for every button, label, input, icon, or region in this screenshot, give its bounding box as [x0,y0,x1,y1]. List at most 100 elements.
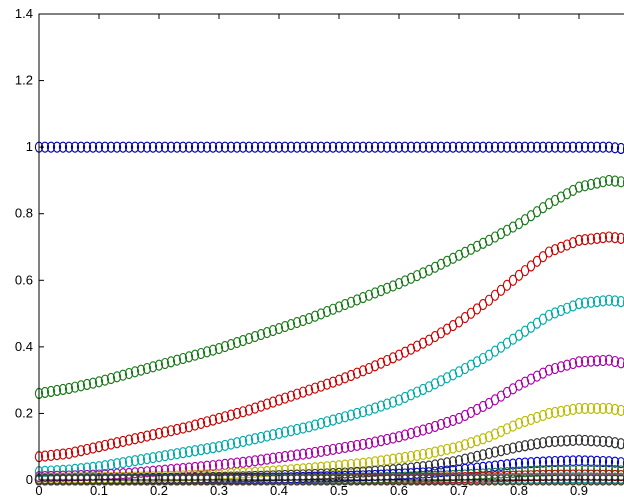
data-point [352,458,362,470]
data-point [526,439,536,451]
data-point [466,406,476,418]
tick-layer [38,13,580,481]
data-point [70,141,80,153]
data-point [574,455,584,467]
y-tick-label: 0.8 [15,206,33,221]
data-point [370,402,380,414]
data-point [592,177,602,189]
data-point [556,241,566,253]
data-point [508,442,518,454]
data-point [256,454,266,466]
data-point [580,455,590,467]
data-point [442,372,452,384]
data-point [448,456,458,468]
data-point [292,423,302,435]
data-point [622,440,624,449]
data-point [580,297,590,309]
y-tick-label: 0 [26,472,33,487]
data-point [394,141,404,153]
data-point [520,141,530,153]
data-point [94,461,104,473]
series-1 [34,174,624,400]
data-point [466,141,476,153]
data-point [376,141,386,153]
data-point [532,411,542,423]
data-point [514,379,524,391]
data-point [124,456,134,468]
data-point [598,354,608,367]
data-point [364,437,374,449]
data-point [436,258,446,270]
data-point [268,396,278,408]
data-point [190,419,200,431]
data-point [358,141,368,153]
data-point [130,141,140,153]
data-point [520,440,530,452]
data-point [544,309,554,321]
data-point [472,403,482,415]
data-point [466,452,476,464]
data-point [598,295,608,307]
data-point [514,441,524,453]
data-point [124,141,134,153]
data-point [574,402,584,414]
data-point [190,349,200,361]
data-point [496,425,506,437]
data-point [460,409,470,421]
data-point [556,455,566,467]
data-point [58,448,68,460]
x-tick-label: 0.6 [390,483,408,498]
data-point [568,455,578,467]
data-point [286,319,296,331]
data-point [268,141,278,153]
data-point [130,433,140,445]
data-point [556,141,566,153]
data-point [292,317,302,329]
data-point [550,244,560,256]
data-point [586,455,596,467]
data-point [82,378,92,391]
data-point [64,141,74,153]
data-point [502,141,512,153]
data-point [328,443,338,455]
data-point [622,178,624,187]
data-point [616,176,624,188]
data-point [112,371,122,383]
data-point [610,403,620,415]
data-point [202,141,212,153]
data-point [166,425,176,437]
data-point [346,409,356,421]
data-point [142,141,152,153]
data-point [160,450,170,462]
data-point [52,449,62,461]
data-point [412,340,422,352]
data-point [532,141,542,153]
data-point [310,446,320,458]
data-point [382,282,392,294]
data-point [184,421,194,433]
data-point [166,141,176,153]
data-point [298,141,308,153]
data-point [166,449,176,461]
data-point [136,454,146,466]
data-point [514,269,524,281]
x-tick-label: 0.1 [90,483,108,498]
data-point [328,376,338,388]
data-point [562,141,572,153]
data-point [580,141,590,153]
data-point [40,450,50,462]
data-point [616,142,624,155]
data-point [220,439,230,451]
data-point [526,413,536,425]
x-tick-label: 0.3 [210,483,228,498]
data-point [346,458,356,471]
data-point [568,141,578,153]
data-point [490,428,500,440]
data-point [616,457,624,469]
data-point [544,364,554,376]
data-point [298,386,308,398]
data-point [538,409,548,421]
data-point [424,381,434,393]
data-point [406,450,416,462]
data-point [502,443,512,455]
